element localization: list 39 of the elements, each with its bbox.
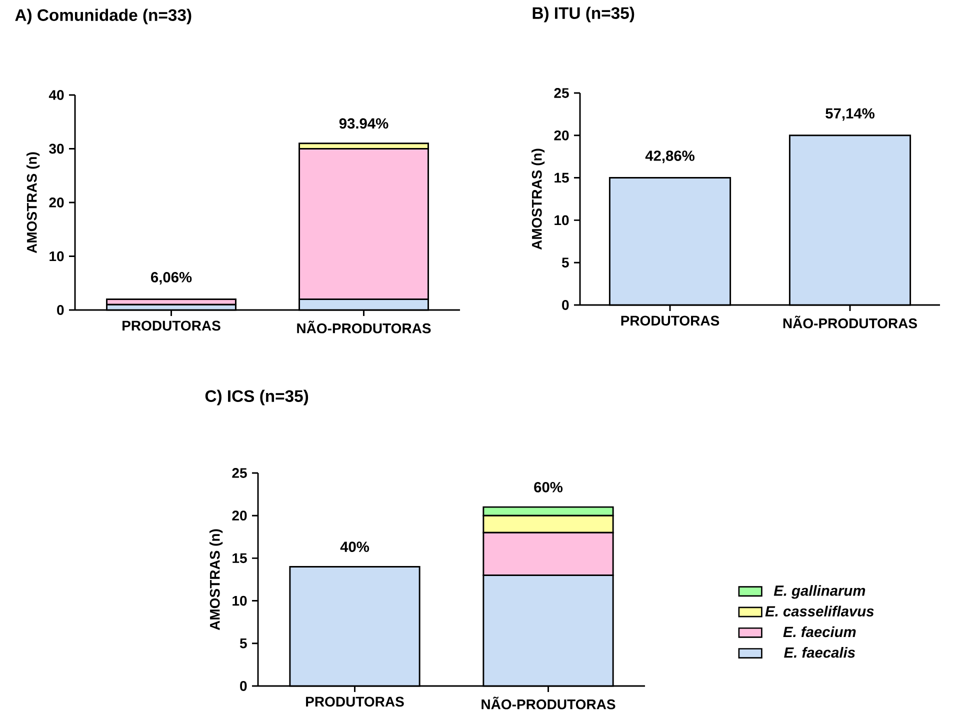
- chart-title: B) ITU (n=35): [532, 6, 634, 22]
- annotation: 93.94%: [339, 118, 388, 129]
- y-tick-label: 0: [240, 681, 247, 691]
- y-tick-label: 0: [562, 300, 569, 310]
- annotation: 6,06%: [151, 272, 192, 285]
- y-axis-title: AMOSTRAS (n): [532, 148, 545, 250]
- x-tick-label: NÃO-PRODUTORAS: [297, 320, 431, 334]
- y-tick-label: 10: [50, 251, 64, 262]
- y-tick-label: 15: [554, 172, 569, 183]
- y-tick-label: 10: [232, 596, 247, 606]
- y-tick-label: 20: [232, 510, 247, 521]
- legend-label: E. casseliflavus: [765, 606, 874, 616]
- x-tick-label: PRODUTORAS: [621, 316, 720, 326]
- y-tick-label: 5: [240, 638, 247, 648]
- annotation: 57,14%: [826, 108, 874, 121]
- legend-label: E. gallinarum: [774, 585, 866, 599]
- y-tick-label: 15: [232, 553, 247, 564]
- legend-label: E. faecalis: [784, 646, 856, 658]
- y-tick-label: 30: [49, 144, 64, 154]
- x-tick-label: NÃO-PRODUTORAS: [783, 316, 917, 328]
- annotation: 42,86%: [645, 150, 694, 164]
- y-axis-title: AMOSTRAS (n): [26, 152, 40, 254]
- y-tick-label: 5: [562, 258, 569, 268]
- y-tick-label: 0: [57, 305, 64, 315]
- y-tick-label: 25: [554, 88, 569, 98]
- x-tick-label: PRODUTORAS: [122, 320, 220, 331]
- x-tick-label: PRODUTORAS: [306, 696, 404, 707]
- y-tick-label: 20: [49, 198, 64, 208]
- chart-title: A) Comunidade (n=33): [15, 8, 192, 24]
- y-tick-label: 40: [48, 90, 64, 100]
- annotation: 60%: [534, 482, 563, 492]
- legend-label: E. faecium: [783, 626, 856, 638]
- y-tick-label: 10: [554, 215, 569, 226]
- y-tick-label: 20: [554, 130, 569, 140]
- chart-title: C) ICS (n=35): [205, 390, 308, 406]
- annotation: 40%: [340, 542, 370, 552]
- y-axis-title: AMOSTRAS (n): [210, 529, 223, 630]
- x-tick-label: NÃO-PRODUTORAS: [482, 696, 616, 710]
- y-tick-label: 25: [232, 468, 247, 478]
